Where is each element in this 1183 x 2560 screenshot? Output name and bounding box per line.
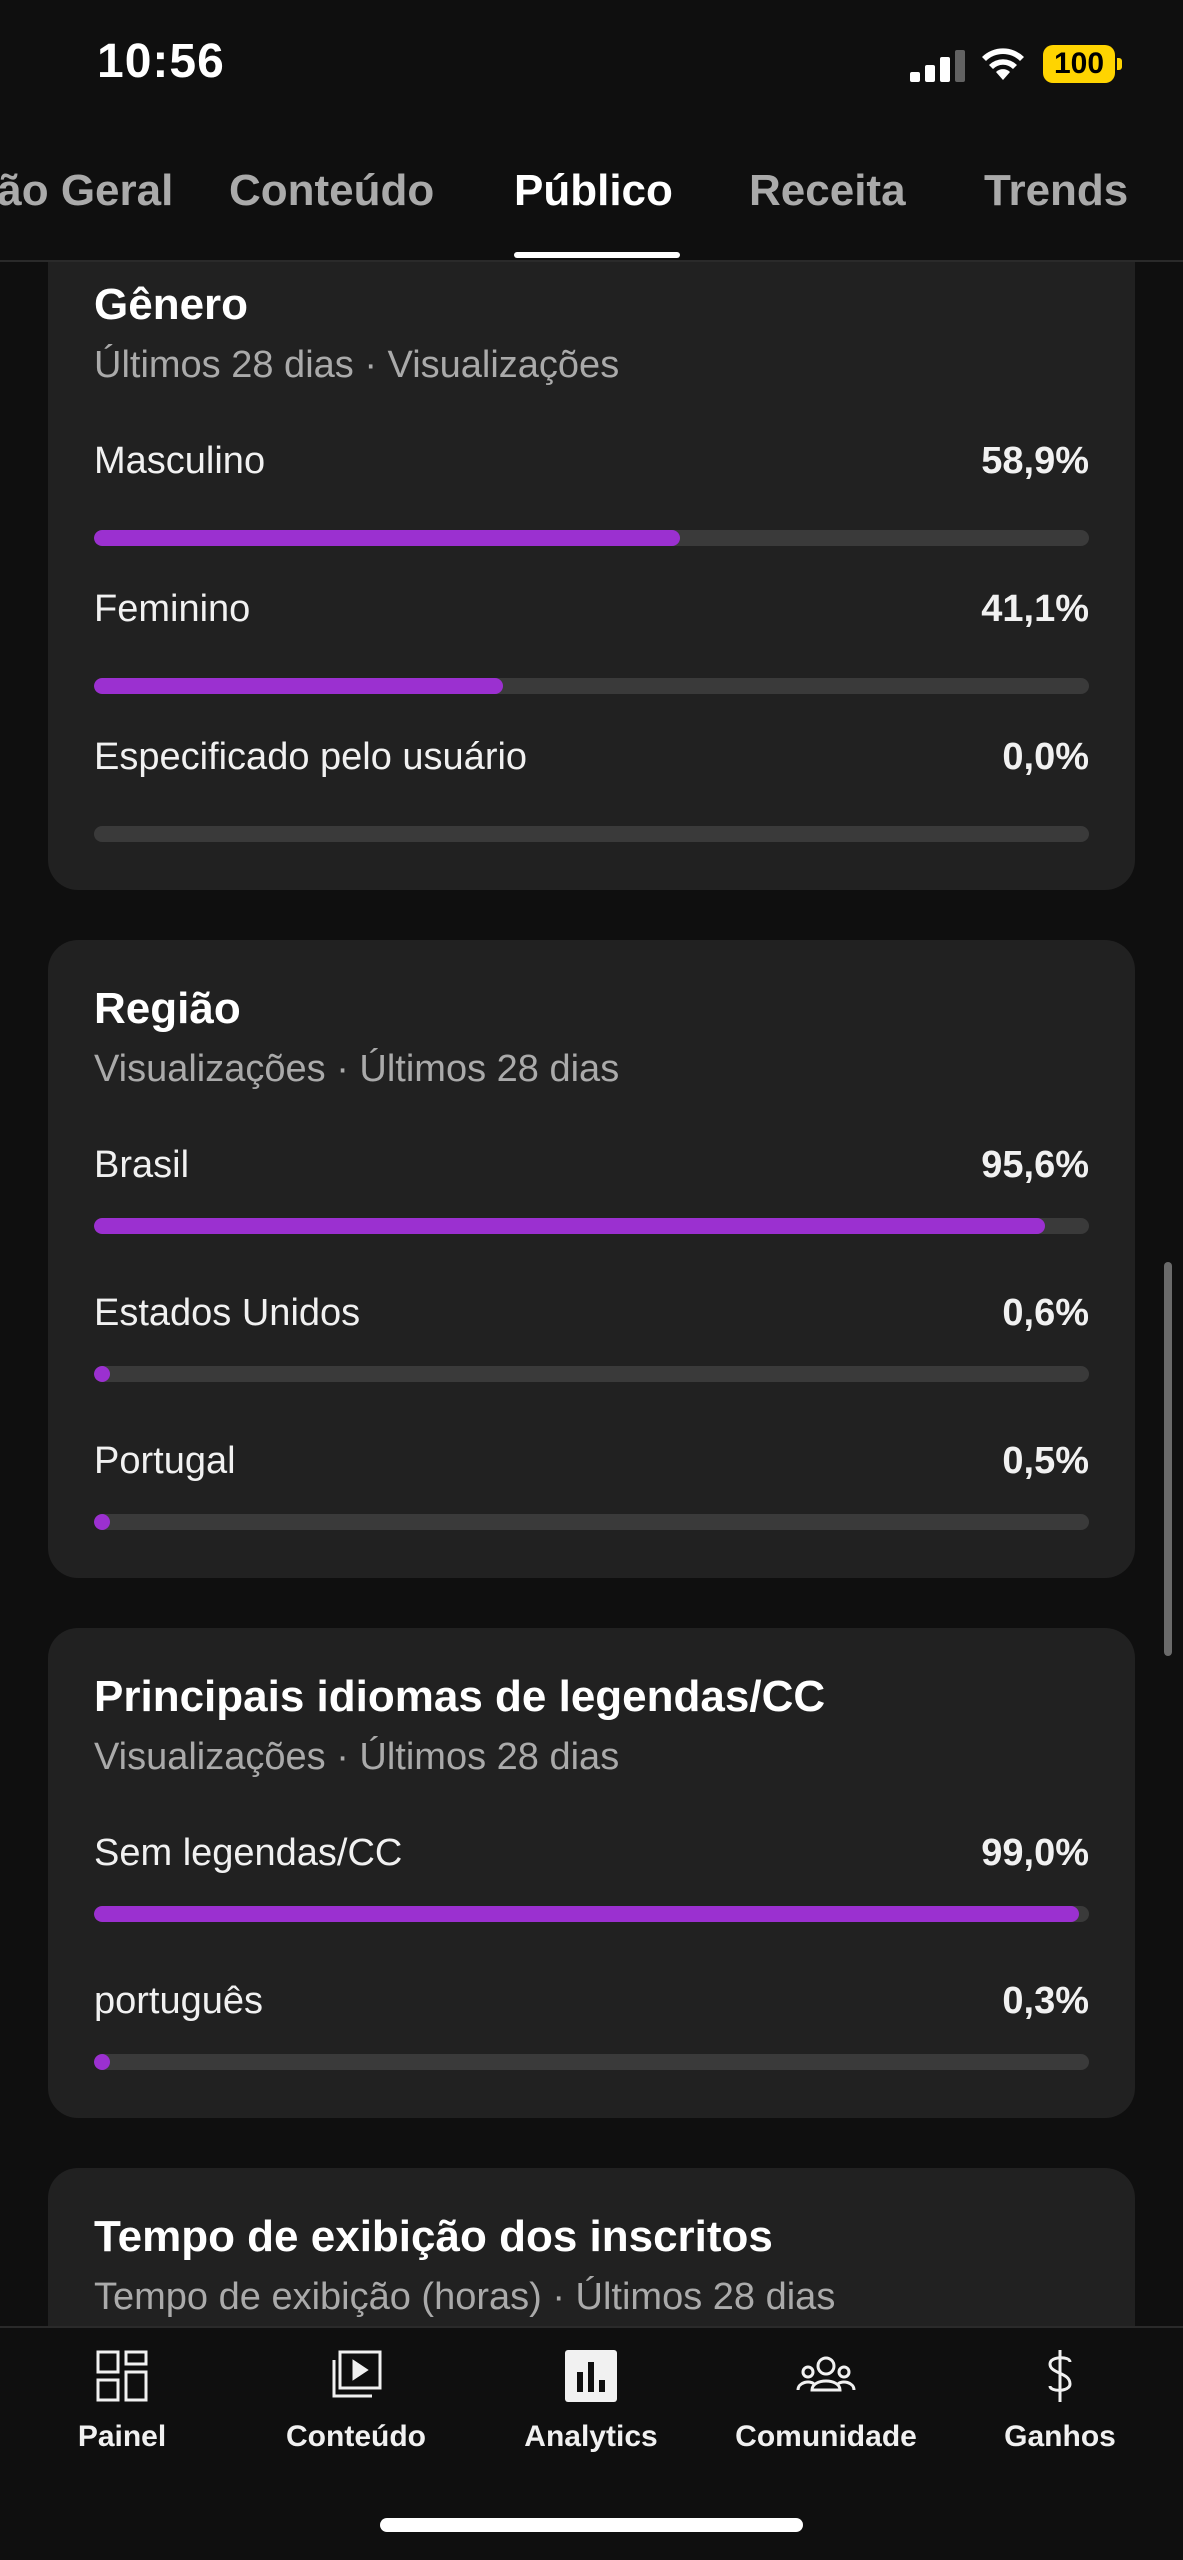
cellular-signal-icon bbox=[910, 50, 965, 82]
nav-analytics[interactable]: Analytics bbox=[473, 2346, 709, 2454]
gender-row-value: 58,9% bbox=[981, 440, 1089, 482]
analytics-icon bbox=[565, 2350, 617, 2402]
watch-time-card: Tempo de exibição dos inscritos Tempo de… bbox=[48, 2168, 1135, 2326]
nav-dashboard-label: Painel bbox=[77, 2420, 167, 2453]
status-bar: 10:56 100 bbox=[0, 0, 1183, 130]
gender-bar-track bbox=[94, 826, 1089, 842]
region-bar-fill bbox=[94, 1514, 110, 1530]
content-icon bbox=[332, 2350, 382, 2398]
dollar-icon bbox=[1048, 2350, 1072, 2402]
nav-community[interactable]: Comunidade bbox=[708, 2346, 944, 2454]
nav-analytics-label: Analytics bbox=[524, 2420, 658, 2453]
dashboard-icon bbox=[96, 2350, 148, 2402]
gender-title: Gênero bbox=[94, 280, 249, 329]
gender-card: Gênero Últimos 28 dias · Visualizações M… bbox=[48, 262, 1135, 890]
subtitles-row-value: 99,0% bbox=[981, 1832, 1089, 1874]
analytics-tabs: Visão Geral Conteúdo Público Receita Tre… bbox=[0, 150, 1183, 262]
subtitles-bar-fill bbox=[94, 1906, 1080, 1922]
tab-overview[interactable]: Visão Geral bbox=[0, 166, 174, 215]
subtitles-card: Principais idiomas de legendas/CC Visual… bbox=[48, 1628, 1135, 2118]
gender-bar-track bbox=[94, 530, 1089, 546]
gender-bar-fill bbox=[94, 530, 681, 546]
region-row-label: Portugal bbox=[94, 1440, 236, 1482]
region-subtitle: Visualizações · Últimos 28 dias bbox=[94, 1048, 620, 1090]
subtitles-bar-fill bbox=[94, 2054, 110, 2070]
subtitles-row-value: 0,3% bbox=[1002, 1980, 1089, 2022]
status-time: 10:56 bbox=[97, 35, 225, 88]
wifi-icon bbox=[982, 48, 1024, 80]
gender-bar-fill bbox=[94, 678, 503, 694]
subtitles-title: Principais idiomas de legendas/CC bbox=[94, 1672, 826, 1721]
subtitles-row-label: Sem legendas/CC bbox=[94, 1832, 403, 1874]
community-icon bbox=[796, 2356, 856, 2392]
gender-bar-track bbox=[94, 678, 1089, 694]
watch-time-title: Tempo de exibição dos inscritos bbox=[94, 2212, 773, 2261]
gender-row-value: 0,0% bbox=[1002, 736, 1089, 778]
region-title: Região bbox=[94, 984, 241, 1033]
scrollbar[interactable] bbox=[1164, 1262, 1172, 1656]
home-indicator[interactable] bbox=[380, 2518, 803, 2532]
nav-dashboard[interactable]: Painel bbox=[4, 2346, 240, 2454]
region-bar-track bbox=[94, 1366, 1089, 1382]
nav-earnings-label: Ganhos bbox=[1004, 2420, 1116, 2453]
tab-audience[interactable]: Público bbox=[514, 166, 673, 215]
tab-content[interactable]: Conteúdo bbox=[229, 166, 435, 215]
gender-row-value: 41,1% bbox=[981, 588, 1089, 630]
watch-time-subtitle: Tempo de exibição (horas) · Últimos 28 d… bbox=[94, 2276, 836, 2318]
gender-row-label: Masculino bbox=[94, 440, 266, 482]
gender-subtitle: Últimos 28 dias · Visualizações bbox=[94, 344, 620, 386]
region-bar-fill bbox=[94, 1366, 110, 1382]
nav-earnings[interactable]: Ganhos bbox=[942, 2346, 1178, 2454]
region-row-value: 95,6% bbox=[981, 1144, 1089, 1186]
subtitles-bar-track bbox=[94, 1906, 1089, 1922]
region-bar-track bbox=[94, 1218, 1089, 1234]
nav-content-label: Conteúdo bbox=[286, 2420, 426, 2453]
gender-row-label: Especificado pelo usuário bbox=[94, 736, 528, 778]
region-row-label: Estados Unidos bbox=[94, 1292, 361, 1334]
subtitles-subtitle: Visualizações · Últimos 28 dias bbox=[94, 1736, 620, 1778]
subtitles-bar-track bbox=[94, 2054, 1089, 2070]
audience-content[interactable]: Gênero Últimos 28 dias · Visualizações M… bbox=[0, 262, 1183, 2326]
region-card: Região Visualizações · Últimos 28 dias B… bbox=[48, 940, 1135, 1578]
region-row-value: 0,6% bbox=[1002, 1292, 1089, 1334]
subtitles-row-label: português bbox=[94, 1980, 264, 2022]
gender-row-label: Feminino bbox=[94, 588, 251, 630]
nav-content[interactable]: Conteúdo bbox=[238, 2346, 474, 2454]
region-bar-track bbox=[94, 1514, 1089, 1530]
battery-indicator: 100 bbox=[1043, 45, 1122, 83]
tab-revenue[interactable]: Receita bbox=[749, 166, 906, 215]
active-tab-indicator bbox=[514, 252, 680, 258]
region-bar-fill bbox=[94, 1218, 1046, 1234]
nav-community-label: Comunidade bbox=[735, 2420, 917, 2453]
region-row-label: Brasil bbox=[94, 1144, 190, 1186]
tab-trends[interactable]: Trends bbox=[984, 166, 1129, 215]
region-row-value: 0,5% bbox=[1002, 1440, 1089, 1482]
